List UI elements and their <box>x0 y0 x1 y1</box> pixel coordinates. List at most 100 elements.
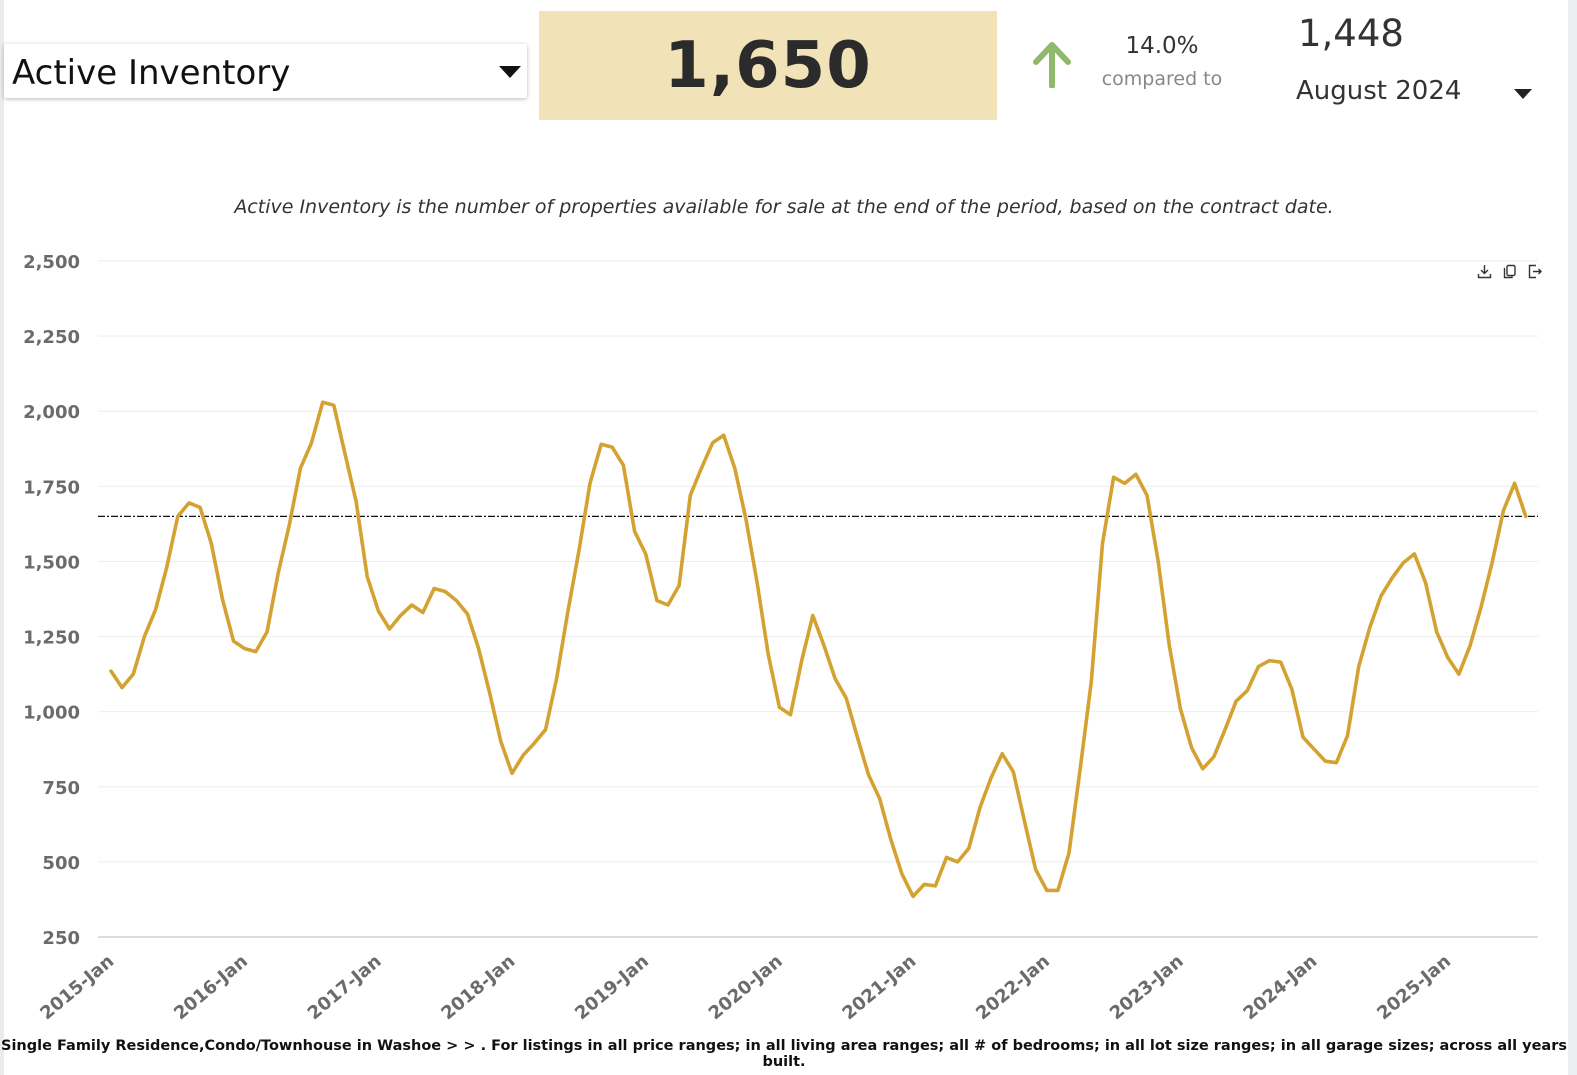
data-point <box>800 659 804 663</box>
data-point <box>922 882 926 886</box>
data-point <box>1134 472 1138 476</box>
x-tick-label: 2020-Jan <box>705 951 787 1024</box>
data-point <box>1011 770 1015 774</box>
y-tick-label: 2,500 <box>23 252 80 273</box>
x-tick-label: 2018-Jan <box>437 951 519 1024</box>
data-point <box>1513 481 1517 485</box>
data-point <box>120 686 124 690</box>
data-point <box>744 517 748 521</box>
page-scrollbar[interactable] <box>1568 0 1577 1075</box>
data-point <box>532 741 536 745</box>
arrow-up-icon <box>1033 42 1071 88</box>
data-point <box>1412 552 1416 556</box>
data-point <box>1490 559 1494 563</box>
data-point <box>733 466 737 470</box>
current-value-box: 1,650 <box>539 11 997 120</box>
data-point <box>209 541 213 545</box>
data-point <box>1479 605 1483 609</box>
data-point <box>1234 699 1238 703</box>
export-icon[interactable] <box>1526 263 1543 280</box>
data-point <box>577 549 581 553</box>
data-point <box>488 692 492 696</box>
data-point <box>499 740 503 744</box>
data-point <box>198 505 202 509</box>
data-point <box>1390 576 1394 580</box>
data-point <box>1424 580 1428 584</box>
y-tick-label: 1,000 <box>23 703 80 724</box>
comparison-period-label: August 2024 <box>1296 76 1462 106</box>
copy-icon[interactable] <box>1501 263 1518 280</box>
y-tick-label: 1,750 <box>23 477 80 498</box>
data-point <box>1346 734 1350 738</box>
data-point <box>911 894 915 898</box>
metric-dropdown-label: Active Inventory <box>12 53 291 93</box>
data-point <box>1000 752 1004 756</box>
data-point <box>142 635 146 639</box>
data-point <box>1279 660 1283 664</box>
data-point <box>1056 888 1060 892</box>
data-point <box>388 627 392 631</box>
data-point <box>109 669 113 673</box>
data-point <box>644 552 648 556</box>
data-point <box>454 599 458 603</box>
data-point <box>1078 767 1082 771</box>
data-point <box>900 872 904 876</box>
page-left-edge <box>0 0 4 1075</box>
x-tick-label: 2015-Jan <box>36 951 118 1024</box>
caret-down-icon <box>499 66 521 78</box>
data-point <box>521 753 525 757</box>
metric-dropdown[interactable]: Active Inventory <box>4 44 527 98</box>
data-point <box>633 529 637 533</box>
y-tick-label: 250 <box>42 928 80 949</box>
comparison-value: 1,448 <box>1298 12 1404 55</box>
data-point <box>1067 851 1071 855</box>
chart-toolbar <box>1476 263 1543 280</box>
data-point <box>889 837 893 841</box>
data-point <box>399 614 403 618</box>
data-point <box>354 499 358 503</box>
y-tick-label: 500 <box>42 853 80 874</box>
y-tick-label: 2,000 <box>23 402 80 423</box>
data-point <box>844 696 848 700</box>
y-tick-label: 2,250 <box>23 327 80 348</box>
data-point <box>1401 561 1405 565</box>
data-point <box>789 713 793 717</box>
data-point <box>287 523 291 527</box>
data-point <box>610 445 614 449</box>
data-point <box>777 705 781 709</box>
data-point <box>543 728 547 732</box>
data-point <box>187 501 191 505</box>
data-point <box>343 451 347 455</box>
data-point <box>165 565 169 569</box>
data-point <box>1334 761 1338 765</box>
change-percent: 14.0% <box>1125 33 1199 59</box>
comparison-period-dropdown[interactable]: August 2024 <box>1290 72 1540 114</box>
data-point <box>1290 687 1294 691</box>
caret-down-icon <box>1514 89 1532 99</box>
data-point <box>822 644 826 648</box>
data-point <box>310 441 314 445</box>
data-point <box>1022 819 1026 823</box>
data-point <box>365 574 369 578</box>
data-point <box>699 466 703 470</box>
data-point <box>176 514 180 518</box>
data-point <box>298 466 302 470</box>
data-point <box>243 647 247 651</box>
data-point <box>510 771 514 775</box>
data-point <box>232 639 236 643</box>
data-point <box>1323 759 1327 763</box>
data-point <box>722 433 726 437</box>
x-tick-label: 2022-Jan <box>972 951 1054 1024</box>
data-point <box>1089 680 1093 684</box>
data-point <box>811 614 815 618</box>
data-point <box>1167 644 1171 648</box>
data-point <box>588 481 592 485</box>
x-tick-label: 2021-Jan <box>838 951 920 1024</box>
download-icon[interactable] <box>1476 263 1493 280</box>
data-point <box>1524 514 1528 518</box>
data-point <box>332 403 336 407</box>
data-point <box>967 846 971 850</box>
data-point <box>555 677 559 681</box>
data-point <box>978 806 982 810</box>
data-point <box>265 630 269 634</box>
